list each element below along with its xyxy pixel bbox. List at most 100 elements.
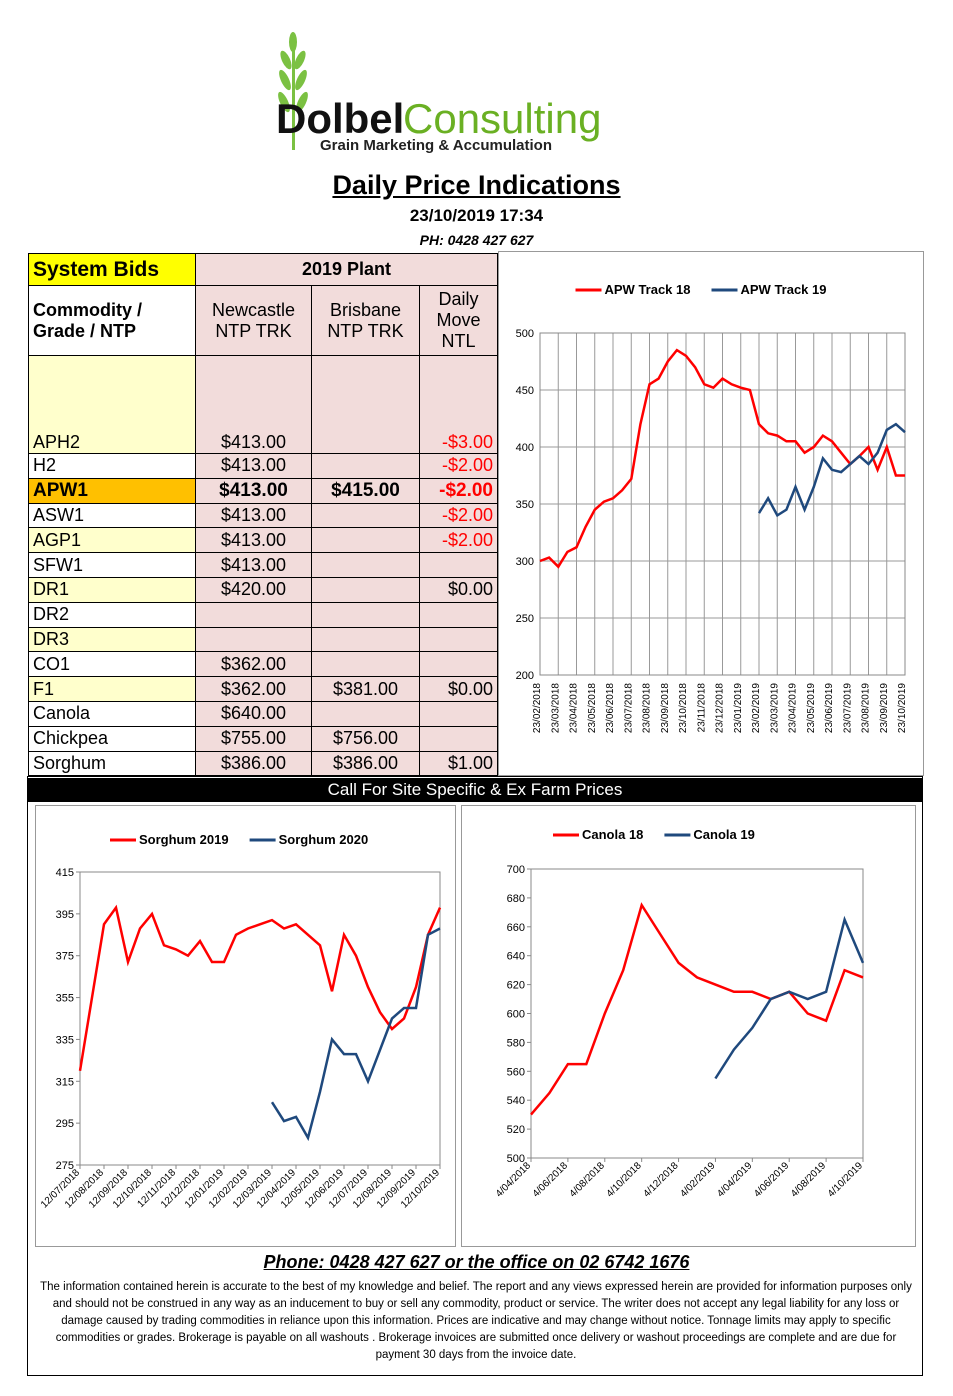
table-cell: Newcastle NTP TRK bbox=[195, 285, 312, 356]
table-cell bbox=[419, 552, 498, 578]
legend-label: Canola 18 bbox=[582, 827, 643, 842]
logo: Dolbel Consulting Grain Marketing & Accu… bbox=[276, 32, 601, 154]
banner: Call For Site Specific & Ex Farm Prices bbox=[28, 778, 922, 802]
chart: 500 520 540 560 580 600 620 640 660 680 700 4/04/20… bbox=[494, 827, 866, 1200]
x-tick-label: 23/09/2019 bbox=[879, 683, 890, 733]
x-tick-label: 23/10/2019 bbox=[897, 683, 908, 733]
y-tick-label: 620 bbox=[507, 980, 525, 992]
x-tick-label: 4/10/2018 bbox=[605, 1160, 645, 1200]
plot-frame bbox=[79, 871, 441, 1166]
table-row: H2 $413.00 -$2.00 bbox=[28, 453, 498, 479]
table-cell: Chickpea bbox=[28, 725, 196, 752]
series-line bbox=[530, 902, 864, 1116]
y-tick-label: 500 bbox=[516, 328, 534, 340]
y-tick-label: 335 bbox=[56, 1034, 74, 1046]
table-cell: $362.00 bbox=[195, 651, 312, 678]
table-cell: $381.00 bbox=[311, 676, 420, 702]
series-line bbox=[78, 904, 442, 1072]
table-cell bbox=[311, 355, 420, 454]
table-cell: $0.00 bbox=[419, 576, 498, 603]
table-cell bbox=[311, 527, 420, 554]
x-tick-label: 23/05/2018 bbox=[587, 683, 598, 733]
table-cell: -$3.00 bbox=[419, 355, 498, 454]
wheat-icon bbox=[278, 32, 308, 150]
table-row: Chickpea $755.00 $756.00 bbox=[28, 725, 498, 752]
y-tick-label: 560 bbox=[507, 1066, 525, 1078]
x-tick-label: 4/08/2019 bbox=[789, 1160, 829, 1200]
plot-frame bbox=[539, 332, 906, 676]
x-tick-label: 4/02/2019 bbox=[678, 1160, 718, 1200]
y-tick-label: 315 bbox=[56, 1076, 74, 1088]
table-row: ASW1 $413.00 -$2.00 bbox=[28, 502, 498, 529]
table-cell: Daily Move NTL bbox=[419, 285, 498, 356]
x-tick-label: 23/07/2018 bbox=[623, 683, 634, 733]
price-table: System Bids 2019 Plant Commodity / Grade… bbox=[28, 253, 498, 777]
y-tick-label: 415 bbox=[56, 867, 74, 879]
table-cell: $413.00 bbox=[195, 477, 312, 504]
y-tick-label: 580 bbox=[507, 1037, 525, 1049]
table-cell bbox=[311, 453, 420, 479]
table-cell: F1 bbox=[28, 676, 196, 702]
x-tick-label: 4/06/2018 bbox=[531, 1160, 571, 1200]
table-cell: -$2.00 bbox=[419, 527, 498, 554]
disclaimer: The information contained herein is accu… bbox=[40, 1281, 912, 1361]
legend-label: Sorghum 2020 bbox=[279, 832, 369, 847]
table-row: SFW1 $413.00 bbox=[28, 552, 498, 578]
legend-label: APW Track 19 bbox=[741, 282, 827, 297]
chart-panel bbox=[498, 251, 924, 776]
table-cell: DR1 bbox=[28, 576, 196, 603]
y-tick-label: 540 bbox=[507, 1095, 525, 1107]
table-row: DR3 bbox=[28, 626, 498, 653]
x-tick-label: 23/10/2018 bbox=[678, 683, 689, 733]
x-tick-label: 23/06/2018 bbox=[605, 683, 616, 733]
table-cell: $386.00 bbox=[195, 750, 312, 777]
table-cell bbox=[419, 725, 498, 752]
table-cell: ASW1 bbox=[28, 502, 196, 529]
table-cell bbox=[311, 700, 420, 727]
y-tick-label: 375 bbox=[56, 951, 74, 963]
table-cell: CO1 bbox=[28, 651, 196, 678]
table-row: AGP1 $413.00 -$2.00 bbox=[28, 527, 498, 554]
table-cell: APH2 bbox=[28, 355, 196, 454]
y-tick-label: 520 bbox=[507, 1124, 525, 1136]
x-tick-label: 23/07/2019 bbox=[842, 683, 853, 733]
x-tick-label: 23/05/2019 bbox=[806, 683, 817, 733]
table-cell: $413.00 bbox=[195, 552, 312, 578]
table-cell: DR3 bbox=[28, 626, 196, 653]
title: Daily Price Indications bbox=[332, 170, 621, 200]
table-cell bbox=[419, 601, 498, 628]
table-cell: $755.00 bbox=[195, 725, 312, 752]
y-tick-label: 640 bbox=[507, 951, 525, 963]
x-tick-label: 4/08/2018 bbox=[568, 1160, 608, 1200]
table-cell: $386.00 bbox=[311, 750, 420, 777]
table-row: Sorghum $386.00 $386.00 $1.00 bbox=[28, 750, 498, 777]
x-tick-label: 23/03/2019 bbox=[769, 683, 780, 733]
x-tick-label: 23/11/2018 bbox=[696, 683, 707, 733]
y-tick-label: 600 bbox=[507, 1009, 525, 1021]
y-tick-label: 250 bbox=[516, 613, 534, 625]
x-tick-label: 23/02/2018 bbox=[532, 683, 543, 733]
x-tick-label: 23/09/2018 bbox=[660, 683, 671, 733]
x-tick-label: 23/03/2018 bbox=[550, 683, 561, 733]
y-tick-label: 450 bbox=[516, 385, 534, 397]
legend-label: Canola 19 bbox=[693, 827, 754, 842]
table-cell: -$2.00 bbox=[419, 477, 498, 504]
table-cell: $413.00 bbox=[195, 527, 312, 554]
chart-panel bbox=[35, 805, 456, 1247]
x-tick-label: 23/01/2019 bbox=[733, 683, 744, 733]
table-cell: $415.00 bbox=[311, 477, 420, 504]
lower-frame bbox=[27, 776, 923, 1376]
table-cell: $756.00 bbox=[311, 725, 420, 752]
x-tick-label: 23/04/2019 bbox=[788, 683, 799, 733]
table-cell bbox=[195, 626, 312, 653]
table-cell: $362.00 bbox=[195, 676, 312, 702]
x-tick-label: 4/04/2018 bbox=[494, 1160, 534, 1200]
table-cell: $413.00 bbox=[195, 502, 312, 529]
table-row: CO1 $362.00 bbox=[28, 651, 498, 678]
chart: 27529531533535537539541512/07/201812/08/… bbox=[39, 832, 442, 1211]
table-cell bbox=[311, 552, 420, 578]
legend-label: Sorghum 2019 bbox=[139, 832, 229, 847]
table-cell: H2 bbox=[28, 453, 196, 479]
chart-panel bbox=[461, 805, 916, 1247]
y-tick-label: 275 bbox=[56, 1160, 74, 1172]
